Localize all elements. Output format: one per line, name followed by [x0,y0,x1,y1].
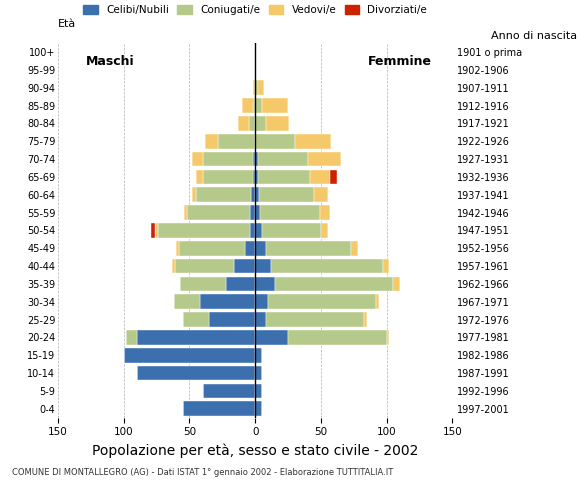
Bar [250,205,255,220]
Bar [255,241,266,255]
Bar [252,169,255,184]
Text: Maschi: Maschi [86,55,135,68]
Bar [255,116,266,131]
Bar [252,152,255,167]
Bar [376,294,379,309]
Bar [393,276,400,291]
Bar [262,98,288,113]
Bar [255,223,262,238]
Bar [249,116,255,131]
Bar [196,187,251,202]
Bar [258,81,264,95]
Bar [183,312,209,327]
Bar [255,276,275,291]
Bar [176,241,179,255]
Bar [179,241,245,255]
Bar [258,169,310,184]
Bar [126,330,137,345]
Text: Popolazione per età, sesso e stato civile - 2002: Popolazione per età, sesso e stato civil… [92,444,418,458]
Bar [124,348,255,362]
Bar [255,169,258,184]
Bar [184,205,187,220]
Bar [314,187,328,202]
Bar [320,205,330,220]
Bar [255,366,262,380]
Bar [321,223,328,238]
Text: Età: Età [58,19,76,29]
Bar [255,384,262,398]
Bar [255,205,260,220]
Bar [155,223,158,238]
Bar [202,169,252,184]
Bar [258,152,308,167]
Bar [252,81,255,95]
Bar [266,241,351,255]
Bar [137,330,255,345]
Bar [183,401,255,416]
Text: Anno di nascita: Anno di nascita [491,31,577,41]
Bar [255,312,266,327]
Bar [308,152,340,167]
Text: Femmine: Femmine [368,55,432,68]
Bar [255,134,295,149]
Bar [242,98,252,113]
Bar [173,294,200,309]
Bar [259,187,314,202]
Bar [245,241,255,255]
Bar [151,223,155,238]
Bar [295,134,331,149]
Bar [271,259,383,274]
Bar [255,401,262,416]
Bar [269,294,376,309]
Bar [234,259,255,274]
Bar [200,294,255,309]
Bar [255,98,262,113]
Bar [383,259,389,274]
Bar [251,187,255,202]
Bar [219,134,255,149]
Bar [252,98,255,113]
Bar [209,312,255,327]
Bar [180,276,226,291]
Bar [351,241,358,255]
Bar [260,205,320,220]
Bar [158,223,250,238]
Bar [275,276,393,291]
Legend: Celibi/Nubili, Coniugati/e, Vedovi/e, Divorziati/e: Celibi/Nubili, Coniugati/e, Vedovi/e, Di… [83,5,427,15]
Bar [255,187,259,202]
Bar [137,366,255,380]
Bar [288,330,387,345]
Bar [255,294,269,309]
Bar [250,223,255,238]
Bar [255,81,258,95]
Bar [255,259,271,274]
Bar [192,152,202,167]
Bar [175,259,234,274]
Bar [364,312,367,327]
Bar [238,116,249,131]
Bar [310,169,330,184]
Bar [187,205,250,220]
Bar [387,330,389,345]
Bar [172,259,175,274]
Bar [255,330,288,345]
Bar [262,223,321,238]
Bar [205,134,219,149]
Bar [202,384,255,398]
Bar [255,348,262,362]
Bar [330,169,337,184]
Bar [266,312,364,327]
Bar [202,152,252,167]
Bar [196,169,202,184]
Bar [192,187,196,202]
Bar [266,116,289,131]
Text: COMUNE DI MONTALLEGRO (AG) - Dati ISTAT 1° gennaio 2002 - Elaborazione TUTTITALI: COMUNE DI MONTALLEGRO (AG) - Dati ISTAT … [12,468,393,477]
Bar [226,276,255,291]
Bar [255,152,258,167]
